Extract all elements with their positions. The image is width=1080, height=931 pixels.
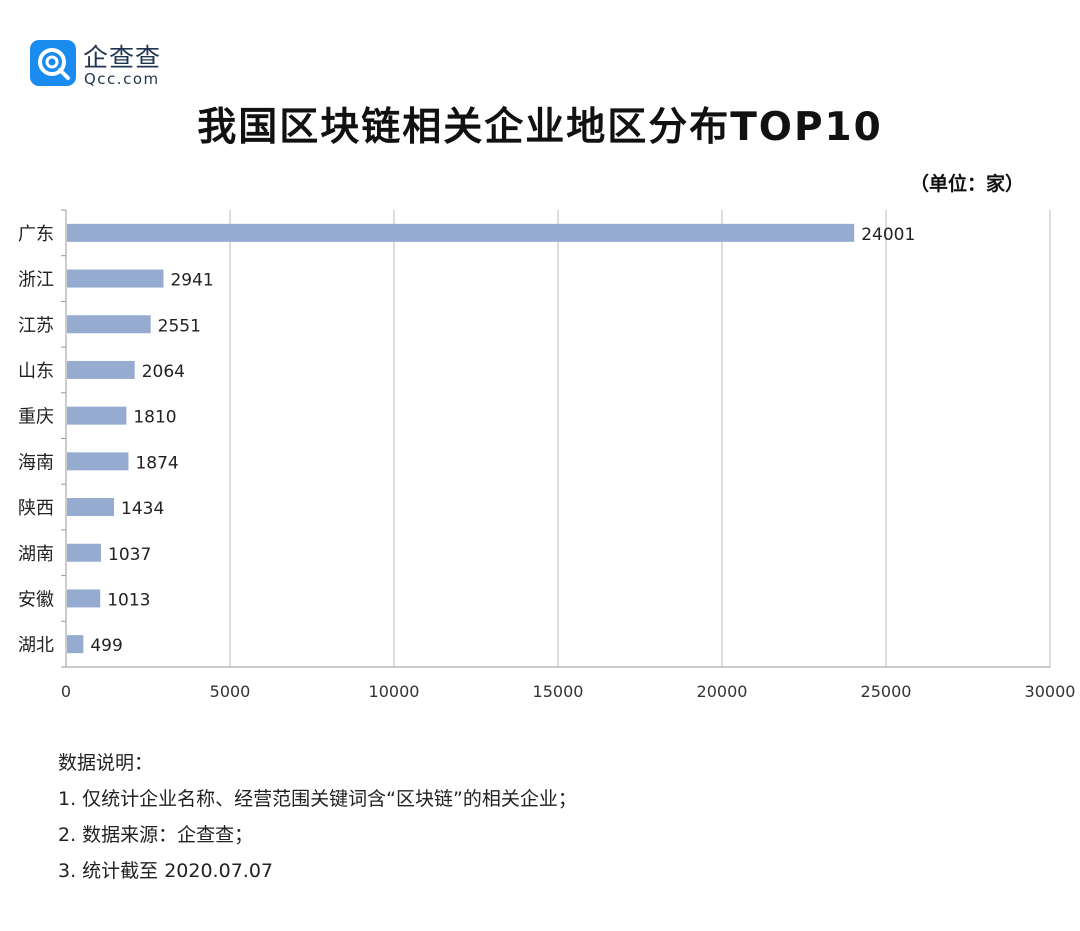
category-label: 陕西 [18, 498, 54, 519]
logo-name-en: Qcc.com [84, 70, 160, 88]
x-tick-label: 30000 [1025, 682, 1076, 701]
category-label: 安徽 [18, 589, 54, 610]
value-label: 2064 [142, 362, 185, 382]
bar [67, 589, 101, 608]
x-tick-label: 0 [61, 682, 71, 701]
bar [67, 360, 135, 379]
bar [67, 315, 151, 334]
x-tick-label: 15000 [533, 682, 584, 701]
value-label: 2941 [170, 271, 213, 291]
x-tick-label: 10000 [369, 682, 420, 701]
bar [67, 452, 129, 471]
value-label: 1434 [121, 499, 164, 519]
bar [67, 543, 102, 562]
value-label: 1037 [108, 545, 151, 565]
value-label: 1013 [107, 590, 150, 610]
category-label: 海南 [18, 452, 54, 473]
value-label: 1810 [133, 408, 176, 428]
bar [67, 635, 84, 654]
bar [67, 406, 127, 425]
notes-heading: 数据说明： [58, 752, 154, 774]
note-item-3: 3. 统计截至 2020.07.07 [58, 860, 273, 882]
category-label: 江苏 [18, 315, 54, 336]
bar [67, 498, 115, 517]
x-tick-label: 5000 [210, 682, 251, 701]
category-label: 重庆 [18, 407, 54, 428]
note-item-1: 1. 仅统计企业名称、经营范围关键词含“区块链”的相关企业； [58, 788, 577, 810]
value-label: 1874 [135, 453, 178, 473]
bar [67, 223, 855, 242]
bar [67, 269, 164, 288]
note-item-2: 2. 数据来源：企查查； [58, 824, 254, 846]
qcc-logo-icon [30, 40, 76, 86]
x-tick-label: 20000 [697, 682, 748, 701]
category-label: 湖南 [18, 544, 54, 565]
x-tick-label: 25000 [861, 682, 912, 701]
category-label: 湖北 [18, 635, 54, 656]
chart-title: 我国区块链相关企业地区分布TOP10 [197, 105, 883, 150]
category-label: 山东 [18, 361, 54, 382]
unit-label: （单位：家） [909, 173, 1024, 195]
category-label: 广东 [18, 224, 54, 245]
category-label: 浙江 [18, 270, 54, 291]
bar-chart: 0 5000 10000 15000 20000 25000 30000 广东 24001 浙江 2… [18, 209, 1076, 701]
logo-name-cn: 企查查 [83, 43, 162, 72]
data-notes: 数据说明： 1. 仅统计企业名称、经营范围关键词含“区块链”的相关企业； 2. … [58, 745, 577, 889]
value-label: 2551 [158, 316, 201, 336]
value-label: 24001 [861, 225, 915, 245]
value-label: 499 [90, 636, 122, 656]
qcc-logo: 企查查 Qcc.com [30, 40, 230, 92]
